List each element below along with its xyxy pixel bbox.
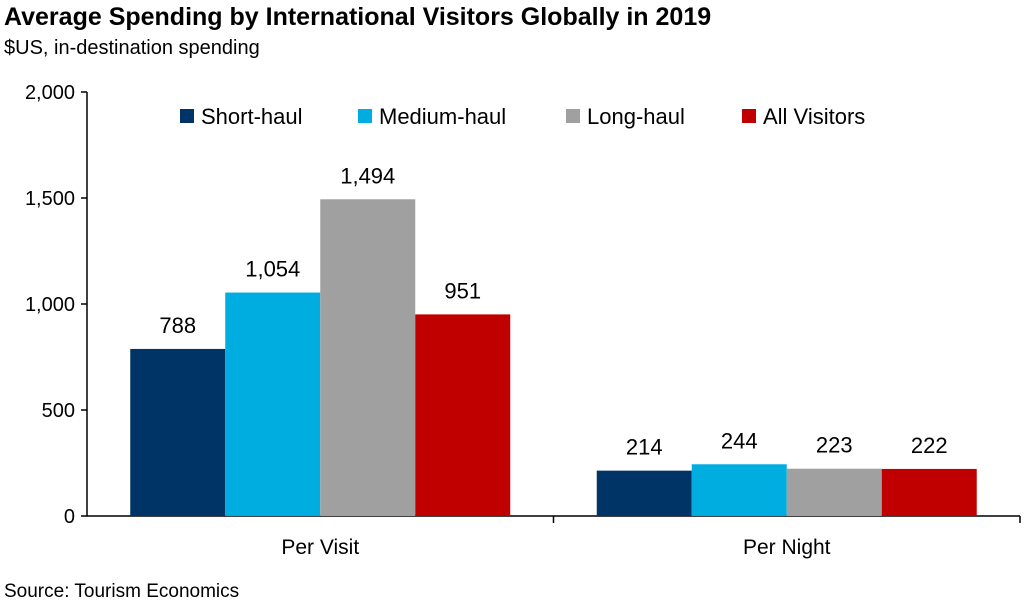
bar-medium-haul (225, 292, 321, 516)
legend-label: All Visitors (763, 104, 865, 129)
data-label: 951 (444, 278, 481, 303)
legend-swatch (566, 109, 580, 123)
source-note: Source: Tourism Economics (4, 581, 240, 602)
x-category-label: Per Visit (281, 536, 359, 559)
bar-all-visitors (415, 314, 511, 516)
bar-short-haul (596, 470, 692, 516)
data-label: 244 (721, 428, 758, 453)
x-category-label: Per Night (743, 536, 831, 559)
y-tick-label: 0 (64, 506, 75, 528)
bar-short-haul (130, 348, 226, 516)
legend-swatch (180, 109, 194, 123)
y-tick-label: 1,500 (25, 188, 75, 210)
legend-swatch (742, 109, 756, 123)
data-label: 222 (911, 433, 948, 458)
legend-label: Short-haul (201, 104, 303, 129)
bar-long-haul (786, 468, 882, 516)
y-tick-label: 500 (42, 400, 75, 422)
bar-all-visitors (881, 468, 977, 516)
bar-medium-haul (691, 464, 787, 516)
bar-long-haul (320, 199, 416, 516)
data-label: 1,054 (245, 257, 300, 282)
y-tick-label: 1,000 (25, 294, 75, 316)
data-label: 1,494 (340, 163, 395, 188)
data-label: 214 (626, 435, 663, 460)
legend-label: Medium-haul (379, 104, 506, 129)
data-label: 223 (816, 433, 853, 458)
y-tick-label: 2,000 (25, 82, 75, 104)
legend-label: Long-haul (587, 104, 685, 129)
data-label: 788 (159, 313, 196, 338)
chart-subtitle: $US, in-destination spending (4, 37, 260, 59)
legend-swatch (358, 109, 372, 123)
chart-title: Average Spending by International Visito… (4, 3, 712, 31)
